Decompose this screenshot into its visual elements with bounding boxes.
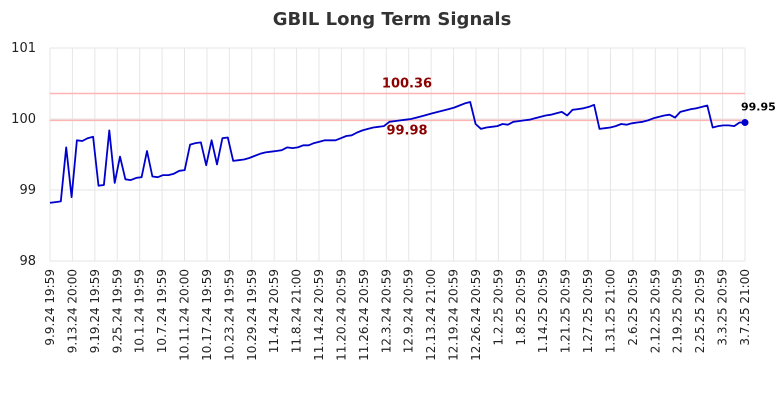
x-tick-label: 1.2.25 20:59 bbox=[491, 269, 505, 346]
chart-title: GBIL Long Term Signals bbox=[273, 9, 512, 30]
x-tick-label: 2.19.25 20:59 bbox=[671, 269, 685, 353]
value-labels: 100.36 99.98 99.95 bbox=[382, 76, 776, 138]
x-tick-label: 2.12.25 20:59 bbox=[648, 269, 662, 353]
series-line bbox=[49, 101, 745, 204]
reference-lines bbox=[50, 92, 745, 122]
reference-label: 99.98 bbox=[386, 123, 427, 138]
x-tick-label: 1.21.25 20:59 bbox=[559, 269, 573, 353]
x-tick-label: 10.17.24 19:59 bbox=[200, 269, 214, 361]
x-tick-label: 10.1.24 19:59 bbox=[133, 269, 147, 353]
x-tick-label: 9.9.24 19:59 bbox=[43, 269, 57, 346]
x-tick-label: 3.7.25 21:00 bbox=[738, 269, 752, 346]
x-tick-label: 10.23.24 19:59 bbox=[222, 269, 236, 361]
x-tick-label: 2.6.25 20:59 bbox=[626, 269, 640, 346]
grid bbox=[49, 47, 746, 262]
x-axis-ticks: 9.9.24 19:59 9.13.24 20:00 9.19.24 19:59 9.… bbox=[43, 269, 752, 361]
x-tick-label: 12.9.24 20:59 bbox=[402, 269, 416, 353]
y-axis-ticks: 98 99 100 101 bbox=[11, 41, 36, 269]
x-tick-label: 11.14.24 20:59 bbox=[312, 269, 326, 361]
x-tick-label: 1.27.25 20:59 bbox=[581, 269, 595, 353]
x-tick-label: 9.25.24 19:59 bbox=[110, 269, 124, 353]
x-tick-label: 2.25.25 20:59 bbox=[693, 269, 707, 353]
x-tick-label: 1.31.25 21:00 bbox=[603, 269, 617, 353]
last-value-label: 99.95 bbox=[741, 101, 776, 114]
x-tick-label: 11.20.24 20:59 bbox=[334, 269, 348, 361]
last-point-marker bbox=[741, 119, 749, 127]
reference-label: 100.36 bbox=[382, 76, 432, 91]
series-layer bbox=[49, 101, 749, 204]
x-tick-label: 10.7.24 19:59 bbox=[155, 269, 169, 353]
x-tick-label: 12.19.24 20:59 bbox=[447, 269, 461, 361]
x-tick-label: 11.26.24 20:59 bbox=[357, 269, 371, 361]
y-tick-label: 100 bbox=[11, 112, 36, 127]
x-tick-label: 12.3.24 20:59 bbox=[379, 269, 393, 353]
x-tick-label: 12.13.24 21:00 bbox=[424, 269, 438, 361]
x-tick-label: 12.26.24 20:59 bbox=[469, 269, 483, 361]
y-tick-label: 101 bbox=[11, 41, 36, 56]
x-tick-label: 11.8.24 21:00 bbox=[290, 269, 304, 353]
y-tick-label: 98 bbox=[19, 254, 36, 269]
x-tick-label: 11.4.24 20:59 bbox=[267, 269, 281, 353]
x-tick-label: 1.14.25 20:59 bbox=[536, 269, 550, 353]
x-tick-label: 10.11.24 20:00 bbox=[178, 269, 192, 361]
x-tick-label: 1.8.25 20:59 bbox=[514, 269, 528, 346]
y-tick-label: 99 bbox=[19, 183, 36, 198]
x-tick-label: 9.19.24 19:59 bbox=[88, 269, 102, 353]
x-tick-label: 3.3.25 20:59 bbox=[716, 269, 730, 346]
x-tick-label: 9.13.24 20:00 bbox=[65, 269, 79, 353]
x-tick-label: 10.29.24 19:59 bbox=[245, 269, 259, 361]
